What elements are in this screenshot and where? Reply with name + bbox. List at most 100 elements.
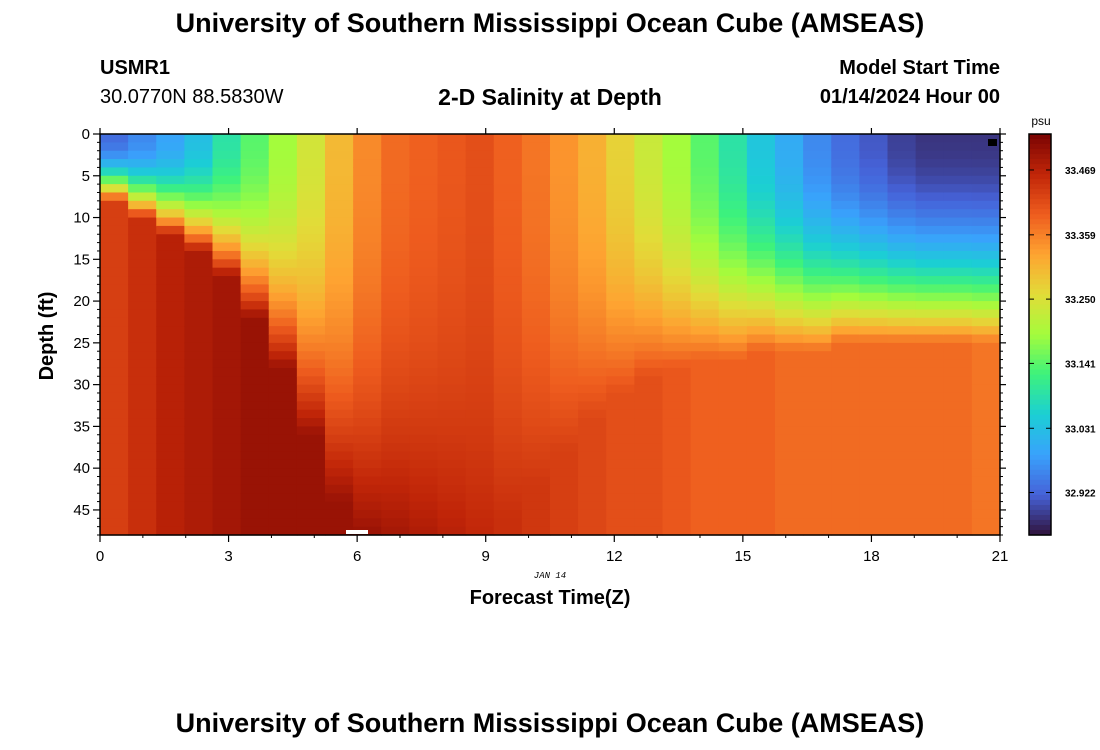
heatmap-cell [718, 351, 748, 361]
heatmap-cell [690, 301, 720, 311]
heatmap-cell [381, 276, 410, 285]
heatmap-cell [943, 334, 973, 344]
heatmap-cell [240, 484, 270, 494]
heatmap-cell [775, 526, 804, 536]
heatmap-cell [381, 200, 410, 210]
heatmap-cell [296, 392, 326, 402]
heatmap-cell [381, 409, 410, 419]
heatmap-cell [521, 234, 551, 244]
heatmap-cell [690, 184, 720, 194]
heatmap-cell [915, 401, 945, 411]
heatmap-cell [381, 434, 410, 444]
heatmap-cell [156, 317, 185, 327]
colorbar-swatch [1029, 529, 1051, 536]
heatmap-cell [859, 242, 889, 252]
heatmap-cell [859, 418, 889, 427]
heatmap-cell [746, 276, 776, 285]
colorbar-swatch [1029, 184, 1051, 190]
heatmap-cell [578, 476, 607, 486]
heatmap-cell [803, 259, 832, 269]
heatmap-cell [100, 526, 129, 536]
heatmap-cell [325, 175, 354, 185]
heatmap-cell [831, 392, 860, 402]
colorbar-swatch [1029, 149, 1051, 155]
heatmap-cell [746, 167, 776, 177]
colorbar-swatch [1029, 294, 1051, 301]
heatmap-cell [381, 267, 410, 277]
heatmap-cell [606, 376, 635, 386]
heatmap-cell [718, 234, 748, 244]
heatmap-cell [690, 392, 720, 402]
heatmap-cell [634, 359, 664, 369]
heatmap-cell [718, 259, 748, 269]
heatmap-cell [718, 501, 748, 511]
heatmap-cell [803, 184, 832, 194]
heatmap-cell [746, 301, 776, 311]
heatmap-cell [775, 484, 804, 494]
heatmap-cell [915, 384, 945, 394]
heatmap-cell [437, 443, 467, 453]
heatmap-cell [128, 459, 157, 469]
heatmap-cell [156, 334, 185, 344]
heatmap-cell [156, 359, 185, 369]
heatmap-cell [100, 484, 129, 494]
x-tick-label: 0 [96, 548, 104, 565]
heatmap-cell [212, 301, 242, 311]
heatmap-cell [212, 409, 242, 419]
heatmap-cell [465, 409, 495, 419]
heatmap-cell [437, 142, 467, 152]
heatmap-cell [128, 334, 157, 344]
heatmap-cell [775, 401, 804, 411]
heatmap-cell [437, 367, 467, 377]
heatmap-cell [550, 401, 579, 411]
heatmap-cell [775, 309, 804, 319]
heatmap-cell [465, 484, 495, 494]
heatmap-cell [100, 209, 129, 219]
heatmap-cell [971, 468, 1001, 478]
heatmap-cell [409, 426, 439, 436]
heatmap-cell [156, 267, 185, 277]
colorbar-swatch [1029, 219, 1051, 225]
heatmap-cell [859, 509, 889, 519]
heatmap-cell [184, 468, 214, 478]
heatmap-cell [409, 493, 439, 503]
heatmap-cell [212, 451, 242, 461]
heatmap-cell [943, 267, 973, 277]
heatmap-cell [803, 392, 832, 402]
heatmap-cell [634, 384, 664, 394]
heatmap-cell [831, 367, 860, 377]
heatmap-cell [831, 459, 860, 469]
heatmap-cell [859, 184, 889, 194]
heatmap-cell [465, 359, 495, 369]
heatmap-cell [550, 443, 579, 453]
heatmap-cell [268, 526, 298, 536]
heatmap-cell [381, 392, 410, 402]
heatmap-cell [634, 376, 664, 386]
heatmap-cell [859, 351, 889, 361]
heatmap-cell [943, 367, 973, 377]
heatmap-cell [521, 326, 551, 336]
heatmap-cell [718, 317, 748, 327]
heatmap-cell [437, 384, 467, 394]
heatmap-cell [437, 225, 467, 235]
heatmap-cell [803, 234, 832, 244]
heatmap-cell [212, 392, 242, 402]
heatmap-cell [915, 234, 945, 244]
heatmap-cell [690, 493, 720, 503]
heatmap-cell [606, 509, 635, 519]
heatmap-cell [184, 225, 214, 235]
heatmap-cell [943, 342, 973, 352]
heatmap-cell [296, 367, 326, 377]
heatmap-cell [409, 384, 439, 394]
heatmap-cell [831, 225, 860, 235]
heatmap-cell [296, 451, 326, 461]
heatmap-cell [409, 526, 439, 536]
heatmap-cell [803, 342, 832, 352]
heatmap-cell [212, 317, 242, 327]
heatmap-cell [606, 301, 635, 311]
colorbar-swatch [1029, 189, 1051, 195]
heatmap-cell [437, 192, 467, 202]
heatmap-cell [521, 526, 551, 536]
heatmap-cell [465, 250, 495, 260]
